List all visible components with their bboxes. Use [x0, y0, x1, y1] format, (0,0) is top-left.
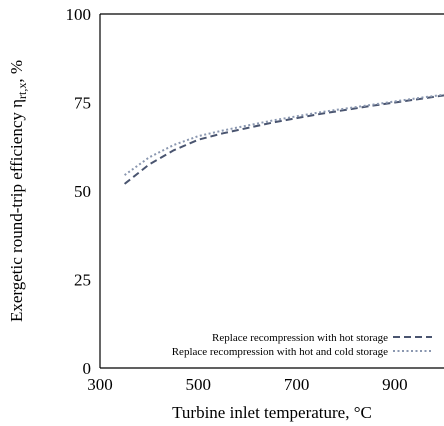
- y-tick-labels: 0 25 50 75 100: [66, 5, 92, 378]
- legend-label-hot-storage: Replace recompression with hot storage: [212, 332, 388, 344]
- y-tick-label: 50: [74, 182, 91, 201]
- legend-label-hot-cold-storage: Replace recompression with hot and cold …: [172, 346, 388, 358]
- x-tick-labels: 300 500 700 900: [87, 375, 407, 394]
- y-tick-label: 0: [83, 359, 92, 378]
- y-tick-label: 75: [74, 94, 91, 113]
- x-axis-label: Turbine inlet temperature, °C: [172, 403, 372, 422]
- legend: Replace recompression with hot storage R…: [172, 332, 432, 358]
- y-tick-label: 25: [74, 271, 91, 290]
- y-tick-label: 100: [66, 5, 92, 24]
- series-layer: [123, 93, 444, 185]
- y-axis-label-subscript: rt,x: [15, 83, 29, 99]
- y-axis-label-main: Exergetic round-trip efficiency η: [7, 99, 26, 322]
- series-line-0: [123, 94, 444, 185]
- y-axis-label: Exergetic round-trip efficiency ηrt,x, %: [7, 60, 29, 322]
- x-tick-label: 900: [382, 375, 408, 394]
- y-axis-label-suffix: , %: [7, 60, 26, 83]
- plot-area: [99, 13, 444, 369]
- x-tick-label: 300: [87, 375, 113, 394]
- x-tick-label: 700: [284, 375, 310, 394]
- series-line-1: [124, 93, 444, 176]
- x-tick-label: 500: [186, 375, 212, 394]
